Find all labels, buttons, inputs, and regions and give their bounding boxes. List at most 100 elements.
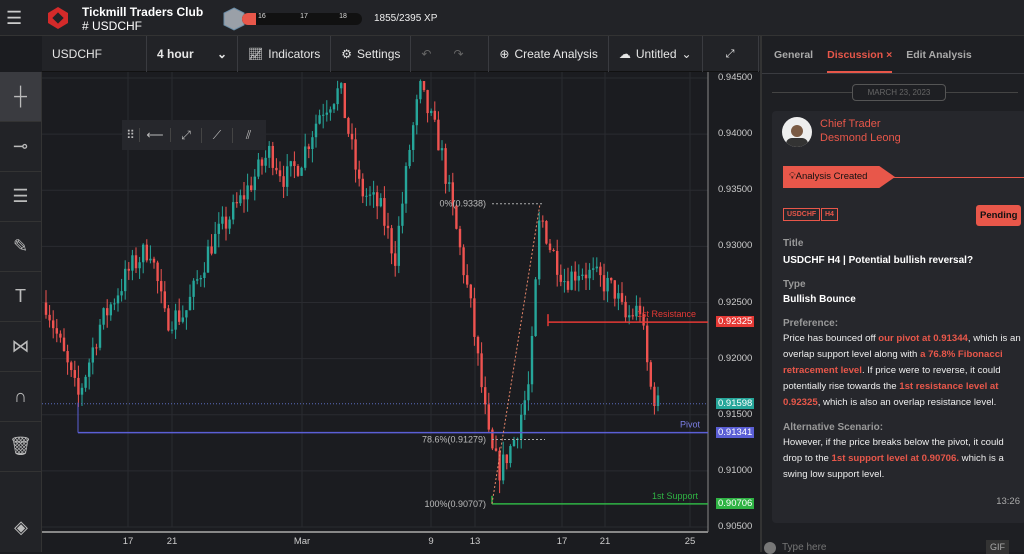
trend-line-icon[interactable]: ⟋ bbox=[202, 127, 233, 143]
tab-discussion[interactable]: Discussion × bbox=[827, 37, 893, 73]
fib-786-label: 78.6%(0.91279) bbox=[422, 435, 486, 445]
candle-body bbox=[563, 281, 566, 283]
drawing-sidebar: ┼ ⊸ ☰ ✎ T ⋈ ∩ 🗑︎ ◈ bbox=[0, 72, 42, 552]
fib-100-label: 100%(0.90707) bbox=[424, 499, 486, 509]
create-analysis-button[interactable]: ⊕ Create Analysis bbox=[489, 36, 609, 72]
candle-body bbox=[512, 439, 516, 447]
magnet-icon[interactable]: ∩ bbox=[0, 372, 41, 422]
candle-body bbox=[599, 266, 602, 276]
drag-handle-icon[interactable]: ⠿ bbox=[122, 128, 140, 142]
analysis-title: USDCHF H4 | Potential bullish reversal? bbox=[783, 255, 974, 266]
time-tick: 17 bbox=[122, 536, 134, 547]
settings-button[interactable]: ⚙ Settings bbox=[331, 36, 412, 72]
support-label: 1st Support bbox=[652, 491, 699, 501]
candle-body bbox=[336, 88, 339, 105]
resistance-label: 1st Resistance bbox=[637, 309, 696, 319]
interval-select[interactable]: 4 hour ⌄ bbox=[147, 36, 238, 72]
close-icon[interactable]: × bbox=[886, 48, 893, 61]
tab-general[interactable]: General bbox=[774, 48, 814, 61]
candle-body bbox=[638, 305, 642, 315]
candle-body bbox=[163, 291, 166, 309]
candle-body bbox=[476, 336, 480, 354]
redo-icon[interactable]: ↷ bbox=[453, 47, 464, 61]
candle-body bbox=[120, 291, 123, 296]
menu-icon[interactable]: ☰ bbox=[6, 8, 23, 28]
candle-body bbox=[383, 198, 386, 226]
candle-body bbox=[181, 317, 184, 322]
candle-body bbox=[440, 148, 444, 151]
horizontal-ray-icon[interactable]: ⟵ bbox=[140, 128, 171, 142]
channel-name: # USDCHF bbox=[82, 19, 143, 33]
candle-body bbox=[282, 176, 285, 187]
text: , which is an overlap support level alon… bbox=[783, 333, 1021, 360]
layers-icon[interactable]: ◈ bbox=[14, 516, 28, 537]
pattern-icon[interactable]: ⋈ bbox=[0, 322, 41, 372]
candle-body bbox=[613, 280, 616, 299]
candle-body bbox=[275, 167, 278, 171]
symbol-field[interactable]: USDCHF bbox=[42, 36, 147, 72]
candle-body bbox=[451, 182, 454, 206]
candle-body bbox=[286, 166, 289, 187]
line-icon[interactable]: ⊸ bbox=[0, 122, 41, 172]
candle-body bbox=[412, 125, 415, 150]
text: . If price were to reverse, it could pot… bbox=[783, 365, 1001, 392]
candle-body bbox=[268, 145, 271, 158]
candle-body bbox=[329, 109, 332, 113]
candle-body bbox=[455, 205, 458, 229]
candle-body bbox=[246, 185, 249, 200]
candle-body bbox=[656, 395, 660, 406]
candle-body bbox=[174, 310, 177, 330]
pivot-price-tag: 0.91341 bbox=[716, 426, 755, 438]
candle-body bbox=[66, 351, 69, 363]
candle-body bbox=[314, 123, 318, 138]
xp-text: 1855/2395 XP bbox=[374, 13, 438, 24]
candle-body bbox=[541, 220, 544, 222]
gif-button[interactable]: GIF bbox=[986, 540, 1009, 554]
candle-body bbox=[566, 281, 570, 290]
fib-icon[interactable]: ☰ bbox=[0, 172, 41, 222]
text: , which is also an overlap resistance le… bbox=[817, 397, 997, 408]
candle-body bbox=[224, 216, 228, 229]
emoji-icon[interactable] bbox=[764, 542, 776, 554]
undo-icon[interactable]: ↶ bbox=[421, 47, 432, 61]
author-role: Chief Trader bbox=[820, 118, 881, 130]
candle-body bbox=[610, 277, 613, 281]
trash-icon[interactable]: 🗑︎ bbox=[0, 422, 41, 472]
candle-body bbox=[523, 400, 526, 415]
candle-body bbox=[534, 279, 537, 336]
candle-body bbox=[102, 308, 105, 325]
crosshair-icon[interactable]: ┼ bbox=[0, 72, 41, 122]
indicators-button[interactable]: 📈︎ Indicators bbox=[238, 36, 332, 72]
candle-body bbox=[260, 159, 264, 166]
candle-body bbox=[300, 167, 303, 176]
brush-icon[interactable]: ✎ bbox=[0, 222, 41, 272]
fib-retracement-icon[interactable]: ⤢ bbox=[171, 127, 202, 143]
message-input[interactable] bbox=[782, 540, 962, 554]
price-tick: 0.92500 bbox=[718, 296, 753, 308]
candle-body bbox=[235, 202, 238, 204]
candle-body bbox=[55, 328, 58, 334]
candle-body bbox=[77, 377, 80, 395]
tab-edit-analysis[interactable]: Edit Analysis bbox=[906, 48, 972, 61]
candle-body bbox=[498, 450, 501, 481]
candle-body bbox=[44, 302, 48, 315]
candle-body bbox=[228, 219, 231, 229]
level-18: 18 bbox=[339, 13, 347, 20]
undo-redo: ↶ ↷ bbox=[411, 36, 490, 72]
text-icon[interactable]: T bbox=[0, 272, 41, 322]
type-label: Type bbox=[783, 279, 806, 290]
fullscreen-icon[interactable]: ⤢ bbox=[703, 36, 759, 72]
parallel-channel-icon[interactable]: ⫽ bbox=[245, 127, 252, 142]
price-tick: 0.93000 bbox=[718, 240, 753, 252]
candle-body bbox=[232, 202, 235, 220]
candle-body bbox=[214, 233, 217, 254]
candle-body bbox=[487, 404, 490, 430]
analysis-panel: General Discussion × Edit Analysis MARCH… bbox=[760, 36, 1024, 554]
layout-button[interactable]: ☁ Untitled ⌄ bbox=[609, 36, 703, 72]
highlight: 1st resistance level at 0.92325 bbox=[783, 381, 999, 408]
price-chart[interactable]: 1st Resistance Pivot 1st Support 0%(0.9338)… bbox=[42, 72, 718, 552]
time-tick: 25 bbox=[684, 536, 696, 547]
chart-icon: 📈︎ bbox=[248, 47, 264, 61]
candle-body bbox=[617, 293, 620, 299]
price-tick: 0.94500 bbox=[718, 72, 753, 83]
